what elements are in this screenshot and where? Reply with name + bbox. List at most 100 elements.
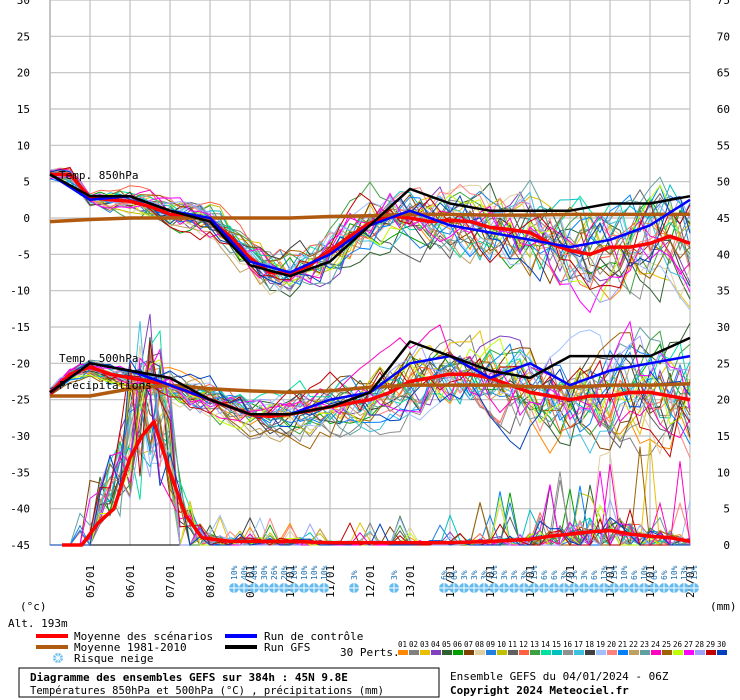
altitude-label: Alt. 193m bbox=[8, 617, 68, 630]
snowflake-icon-cross bbox=[459, 583, 469, 593]
panel-labels: Temp. 850hPa Temp. 500hPa Précipitations bbox=[59, 169, 152, 392]
left-tick-label: -45 bbox=[10, 539, 30, 552]
perturbation-number: 21 bbox=[618, 640, 627, 649]
snowflake-icon-cross bbox=[669, 583, 679, 593]
footer-title: Diagramme des ensembles GEFS sur 384h : … bbox=[30, 671, 348, 684]
snow-risk-pct: 10% bbox=[230, 565, 239, 580]
perturbation-swatch bbox=[530, 650, 540, 655]
panel-label-t500: Temp. 500hPa bbox=[59, 352, 138, 365]
snow-risk-pct: 26% bbox=[270, 565, 279, 580]
right-tick-label: 55 bbox=[717, 139, 730, 152]
perturbation-number: 28 bbox=[695, 640, 705, 649]
legend-swatch-gfs bbox=[225, 645, 257, 649]
right-tick-label: 35 bbox=[717, 285, 730, 298]
snowflake-icon-cross bbox=[299, 583, 309, 593]
snowflake-icon-cross bbox=[679, 583, 689, 593]
snow-risk-pct: 6% bbox=[630, 570, 639, 580]
perturbation-number: 13 bbox=[530, 640, 539, 649]
snowflake-icon-cross bbox=[289, 583, 299, 593]
left-tick-label: -35 bbox=[10, 466, 30, 479]
perturbation-swatch bbox=[651, 650, 661, 655]
perturbation-number: 27 bbox=[684, 640, 693, 649]
perturbation-swatch bbox=[706, 650, 716, 655]
ensemble-member-precip bbox=[50, 358, 690, 546]
snow-risk-marker: 10% bbox=[289, 565, 299, 593]
main-series bbox=[48, 172, 691, 547]
perturbation-swatch bbox=[409, 650, 419, 655]
perturbation-number: 01 bbox=[398, 640, 407, 649]
perturbation-number: 26 bbox=[673, 640, 683, 649]
right-tick-label: 65 bbox=[717, 67, 730, 80]
snow-risk-pct: 16% bbox=[490, 565, 499, 580]
snowflake-icon-cross bbox=[639, 583, 649, 593]
snow-risk-marker: 30% bbox=[259, 565, 269, 593]
snow-risk-marker: 10% bbox=[669, 565, 679, 593]
left-tick-label: 10 bbox=[17, 139, 30, 152]
snow-risk-marker: 6% bbox=[629, 570, 639, 593]
right-tick-label: 0 bbox=[723, 539, 730, 552]
ensemble-member-line bbox=[49, 172, 691, 284]
snow-risk-marker: 20% bbox=[279, 565, 289, 593]
snowflake-icon-cross bbox=[269, 583, 279, 593]
series-line-0 bbox=[50, 172, 691, 275]
perturbation-number: 02 bbox=[409, 640, 418, 649]
snow-risk-marker: 6% bbox=[539, 570, 549, 593]
snow-risk-pct: 3% bbox=[500, 570, 509, 580]
perturbation-swatch bbox=[717, 650, 727, 655]
perturbation-number: 07 bbox=[464, 640, 473, 649]
snowflake-icon-cross bbox=[259, 583, 269, 593]
legend-label-snow-risk: Risque neige bbox=[74, 652, 153, 665]
perturbation-number: 24 bbox=[651, 640, 661, 649]
perturbation-number: 15 bbox=[552, 640, 561, 649]
perturbation-number: 11 bbox=[508, 640, 517, 649]
perturbation-swatch bbox=[684, 650, 694, 655]
perturbation-number: 06 bbox=[453, 640, 463, 649]
snow-risk-marker: 3% bbox=[499, 570, 509, 593]
perturbation-swatch bbox=[640, 650, 650, 655]
right-tick-label: 25 bbox=[717, 357, 730, 370]
snowflake-icon bbox=[53, 653, 63, 663]
left-tick-label: 5 bbox=[23, 176, 30, 189]
ensemble-member-line bbox=[49, 361, 691, 451]
series-line-3 bbox=[50, 381, 691, 398]
x-tick-label: 13/01 bbox=[404, 565, 417, 598]
snow-risk-pct: 13% bbox=[530, 565, 539, 580]
perturbation-number: 19 bbox=[596, 640, 605, 649]
snow-risk-marker: 3% bbox=[479, 570, 489, 593]
snowflake-icon-cross bbox=[319, 583, 329, 593]
snow-risk-marker: 10% bbox=[619, 565, 629, 593]
perturbation-swatch bbox=[607, 650, 617, 655]
perturbation-swatch bbox=[420, 650, 430, 655]
ensemble-member-line bbox=[49, 361, 691, 443]
snow-risk-marker: 6% bbox=[549, 570, 559, 593]
perturbation-swatch bbox=[673, 650, 683, 655]
snow-risk-pct: 3% bbox=[570, 570, 579, 580]
perturbation-number: 12 bbox=[519, 640, 528, 649]
left-axis-unit: (°c) bbox=[20, 600, 47, 613]
snowflake-icon-cross bbox=[499, 583, 509, 593]
footer: Diagramme des ensembles GEFS sur 384h : … bbox=[18, 667, 669, 698]
snowflake-icon-cross bbox=[589, 583, 599, 593]
series-line-7 bbox=[49, 336, 691, 416]
perturbation-number: 08 bbox=[475, 640, 485, 649]
legend: Moyenne des scénarios Moyenne 1981-2010 … bbox=[36, 630, 727, 665]
snow-risk-pct: 6% bbox=[450, 570, 459, 580]
ensemble-member-line bbox=[49, 357, 691, 459]
footer-subtitle: Températures 850hPa et 500hPa (°C) , pré… bbox=[30, 685, 384, 697]
snow-risk-pct: 13% bbox=[690, 565, 699, 580]
x-tick-label: 12/01 bbox=[364, 565, 377, 598]
perturbation-number: 04 bbox=[431, 640, 441, 649]
right-tick-label: 20 bbox=[717, 394, 730, 407]
perturbations-label: 30 Perts. bbox=[340, 646, 400, 659]
right-tick-label: 45 bbox=[717, 212, 730, 225]
snow-risk-pct: 20% bbox=[280, 565, 289, 580]
snow-risk-marker: 13% bbox=[599, 565, 609, 593]
snow-risk-pct: 3% bbox=[580, 570, 589, 580]
snow-risk-pct: 10% bbox=[300, 565, 309, 580]
snow-risk-marker: 13% bbox=[609, 565, 619, 593]
perturbation-legend: 01 02 03 04 05 06 07 08 09 10 11 12 13 14 15 16 17 18 19 20… bbox=[398, 640, 727, 655]
snow-risk-marker: 6% bbox=[659, 570, 669, 593]
snow-risk-pct: 3% bbox=[390, 570, 399, 580]
right-tick-label: 15 bbox=[717, 430, 730, 443]
